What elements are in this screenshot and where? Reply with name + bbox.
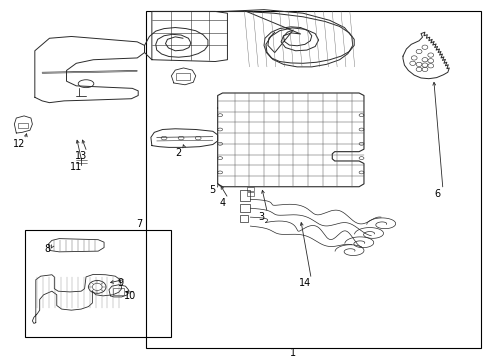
Bar xyxy=(239,203,250,212)
Text: 8: 8 xyxy=(44,244,50,255)
Text: 9: 9 xyxy=(117,278,123,288)
Text: 6: 6 xyxy=(433,189,439,199)
Text: 3: 3 xyxy=(258,212,264,222)
Bar xyxy=(239,190,250,201)
Text: 4: 4 xyxy=(219,198,225,208)
Bar xyxy=(246,188,254,191)
Bar xyxy=(239,215,248,222)
Bar xyxy=(246,192,254,196)
Text: 1: 1 xyxy=(289,348,296,358)
Text: 14: 14 xyxy=(299,278,311,288)
Text: 5: 5 xyxy=(209,185,216,195)
Bar xyxy=(113,288,123,295)
Bar xyxy=(25,230,171,337)
Bar xyxy=(18,123,28,129)
Text: 10: 10 xyxy=(123,291,136,301)
Text: 13: 13 xyxy=(75,151,87,161)
Text: 12: 12 xyxy=(13,139,25,149)
Bar xyxy=(176,73,189,80)
Text: 7: 7 xyxy=(136,219,142,229)
Bar xyxy=(146,12,480,348)
Text: 2: 2 xyxy=(175,148,182,158)
Text: 11: 11 xyxy=(70,162,82,172)
